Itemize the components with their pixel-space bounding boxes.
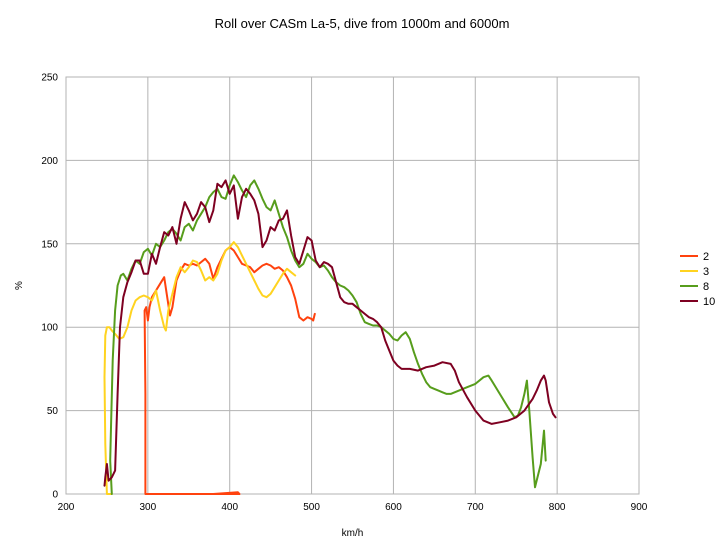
x-tick-label: 500 <box>303 502 320 513</box>
x-tick-labels: 200 300 400 500 600 700 800 900 <box>58 502 648 513</box>
y-axis-label: % <box>14 281 25 290</box>
plot-frame <box>65 76 640 495</box>
legend-label-2: 2 <box>703 251 709 263</box>
y-tick-labels: 0 50 100 150 200 250 <box>41 73 58 501</box>
x-tick-label: 300 <box>140 502 157 513</box>
x-tick-label: 900 <box>631 502 648 513</box>
x-tick-label: 400 <box>221 502 238 513</box>
y-tick-label: 250 <box>41 73 58 84</box>
legend-label-8: 8 <box>703 281 709 293</box>
axes <box>65 76 640 495</box>
series-line-3 <box>103 241 297 495</box>
legend: 2 3 8 10 <box>680 251 715 308</box>
y-tick-label: 100 <box>41 323 58 334</box>
series-line-10 <box>103 179 557 487</box>
series-line-8 <box>109 174 547 495</box>
x-tick-label: 800 <box>549 502 566 513</box>
legend-label-3: 3 <box>703 266 709 278</box>
x-tick-label: 600 <box>385 502 402 513</box>
y-tick-label: 200 <box>41 156 58 167</box>
y-tick-label: 150 <box>41 239 58 250</box>
y-tick-label: 0 <box>52 490 58 501</box>
chart-title: Roll over CASm La-5, dive from 1000m and… <box>215 16 510 31</box>
x-tick-label: 200 <box>58 502 75 513</box>
legend-label-10: 10 <box>703 296 715 308</box>
x-tick-label: 700 <box>467 502 484 513</box>
x-axis-label: km/h <box>342 528 364 539</box>
series-lines <box>103 174 557 495</box>
series-line-2 <box>143 246 316 495</box>
y-tick-label: 50 <box>47 406 59 417</box>
grid <box>65 76 640 495</box>
